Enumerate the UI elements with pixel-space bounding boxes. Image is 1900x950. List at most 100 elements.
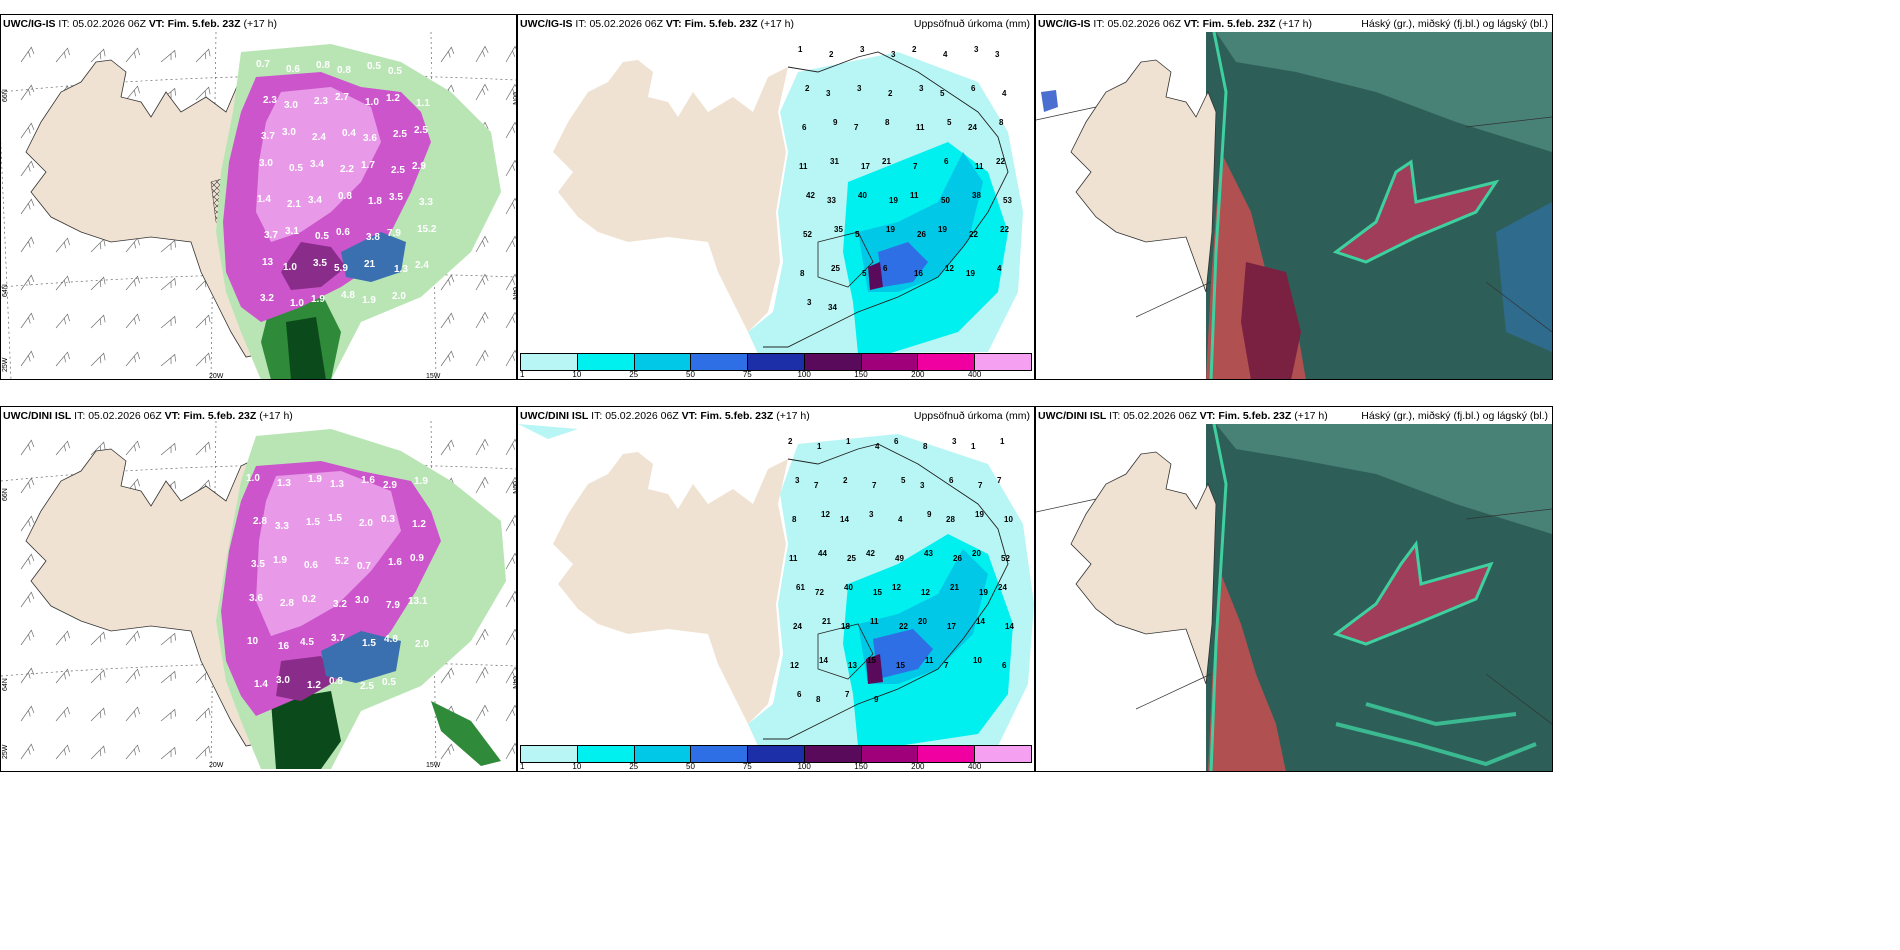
map-value-label: 12 (892, 583, 901, 592)
vt-value: Fim. 5.feb. 23Z (167, 18, 241, 30)
map-value-label: 3.5 (313, 258, 327, 269)
map-value-label: 11 (789, 554, 798, 563)
map-value-label: 3.3 (275, 521, 289, 532)
cloud-blue-east (1496, 202, 1552, 352)
coastline (763, 51, 1009, 348)
legend-swatch (804, 746, 862, 762)
map-value-label: 0.7 (256, 59, 270, 70)
map-value-label: 7 (944, 661, 949, 670)
map-value-label: 14 (840, 515, 849, 524)
map-value-label: 3 (807, 298, 812, 307)
map-value-label: 11 (916, 123, 925, 132)
map-value-label: 13.1 (408, 596, 428, 607)
map-value-label: 5 (940, 89, 945, 98)
map-value-label: 18 (841, 622, 850, 631)
map-value-label: 6 (944, 157, 949, 166)
legend-swatch (861, 746, 919, 762)
lon-label-20w: 20W (209, 762, 224, 769)
map-value-label: 0.8 (337, 65, 351, 76)
map-value-label: 3 (860, 45, 865, 54)
map-value-label: 10 (973, 656, 982, 665)
map-value-label: 43 (924, 549, 933, 558)
map-value-label: 6 (797, 690, 802, 699)
map-value-label: 7 (872, 481, 877, 490)
map-value-label: 1.0 (246, 473, 260, 484)
map-value-label: 5 (862, 269, 867, 278)
map-value-label: 14 (976, 617, 985, 626)
legend-ticks: 1 10 25 50 75 100 150 200 400 (520, 762, 1032, 771)
map-value-label: 5 (947, 118, 952, 127)
lat-label-66n-right: 66N (511, 481, 516, 494)
map-value-label: 7 (978, 481, 983, 490)
map-value-label: 2.5 (414, 125, 428, 136)
map-value-label: 3 (869, 510, 874, 519)
map-value-label: 8 (800, 269, 805, 278)
map-value-label: 4.8 (341, 290, 355, 301)
map-value-label: 3 (995, 50, 1000, 59)
legend-tick: 75 (742, 370, 752, 379)
map-value-label: 19 (966, 269, 975, 278)
legend-color-bar (520, 353, 1032, 371)
map-value-label: 0.3 (381, 514, 395, 525)
map-value-label: 11 (799, 162, 808, 171)
map-value-label: 11 (870, 617, 879, 626)
vt-value: Fim. 5.feb. 23Z (684, 18, 758, 30)
legend-swatch (748, 354, 805, 370)
map-value-label: 0.6 (286, 64, 300, 75)
map-panel-top-right: UWC/IG-IS IT: 05.02.2026 06Z VT: Fim. 5.… (1035, 14, 1553, 380)
map-value-label: 2.0 (415, 639, 429, 650)
cloud-map (1036, 424, 1552, 771)
snow-depth-labels: 1.0 1.3 1.9 1.3 1.6 2.9 1.9 2.8 3.3 1.5 1.5 2.0 0.3 1… (246, 473, 429, 692)
map-value-label: 5 (901, 476, 906, 485)
map-value-label: 0.5 (388, 66, 402, 77)
vt-label: VT: (1183, 18, 1200, 30)
map-value-label: 24 (793, 622, 802, 631)
map-value-label: 0.5 (315, 231, 329, 242)
map-value-label: 2.4 (415, 260, 429, 271)
coastline (763, 443, 1009, 740)
map-value-label: 40 (844, 583, 853, 592)
it-label: IT: (58, 18, 70, 30)
map-value-label: 0.8 (329, 676, 343, 687)
map-value-label: 21 (882, 157, 891, 166)
map-value-label: 6 (949, 476, 954, 485)
cloud-red-band (1332, 540, 1494, 646)
iceland-land (1070, 451, 1217, 685)
map-value-label: 1.9 (362, 295, 376, 306)
map-value-label: 0.4 (418, 62, 432, 73)
map-value-label: 3.5 (389, 192, 403, 203)
snow-blue-core (321, 631, 401, 683)
panel-header: UWC/DINI ISL IT: 05.02.2026 06Z VT: Fim.… (520, 410, 1030, 423)
iceland-land (553, 452, 788, 724)
cloud-dark-red (1241, 262, 1301, 379)
map-value-label: 6 (883, 264, 888, 273)
snow-purple (281, 242, 346, 290)
map-value-label: 14 (819, 656, 828, 665)
map-value-label: 1.9 (308, 474, 322, 485)
legend-swatch (691, 354, 749, 370)
map-value-label: 21 (950, 583, 959, 592)
map-value-label: 19 (975, 510, 984, 519)
map-value-label: 0.6 (336, 227, 350, 238)
map-value-label: 7.9 (386, 600, 400, 611)
map-value-label: 2 (829, 50, 834, 59)
legend-swatch (577, 354, 635, 370)
panel-header: UWC/IG-IS IT: 05.02.2026 06Z VT: Fim. 5.… (1038, 18, 1548, 31)
map-value-label: 2.9 (412, 161, 426, 172)
map-value-label: 15.2 (417, 224, 437, 235)
legend-tick: 1 (520, 370, 525, 379)
map-value-label: 2 (805, 84, 810, 93)
field-title: Uppsöfnuð úrkoma (mm) (909, 18, 1030, 31)
map-value-label: 4 (943, 50, 948, 59)
map-value-label: 1.2 (386, 93, 400, 104)
map-value-label: 21 (822, 617, 831, 626)
snow-map: 1.0 1.3 1.9 1.3 1.6 2.9 1.9 2.8 3.3 1.5 1.5 2.0 0.3 1… (1, 421, 516, 769)
map-value-label: 15 (896, 661, 905, 670)
map-value-label: 5.9 (334, 263, 348, 274)
map-value-label: 2.5 (393, 129, 407, 140)
map-value-label: 10 (1004, 515, 1013, 524)
map-value-label: 8 (885, 118, 890, 127)
map-value-label: 0.8 (316, 60, 330, 71)
map-value-label: 38 (972, 191, 981, 200)
map-value-label: 19 (938, 225, 947, 234)
